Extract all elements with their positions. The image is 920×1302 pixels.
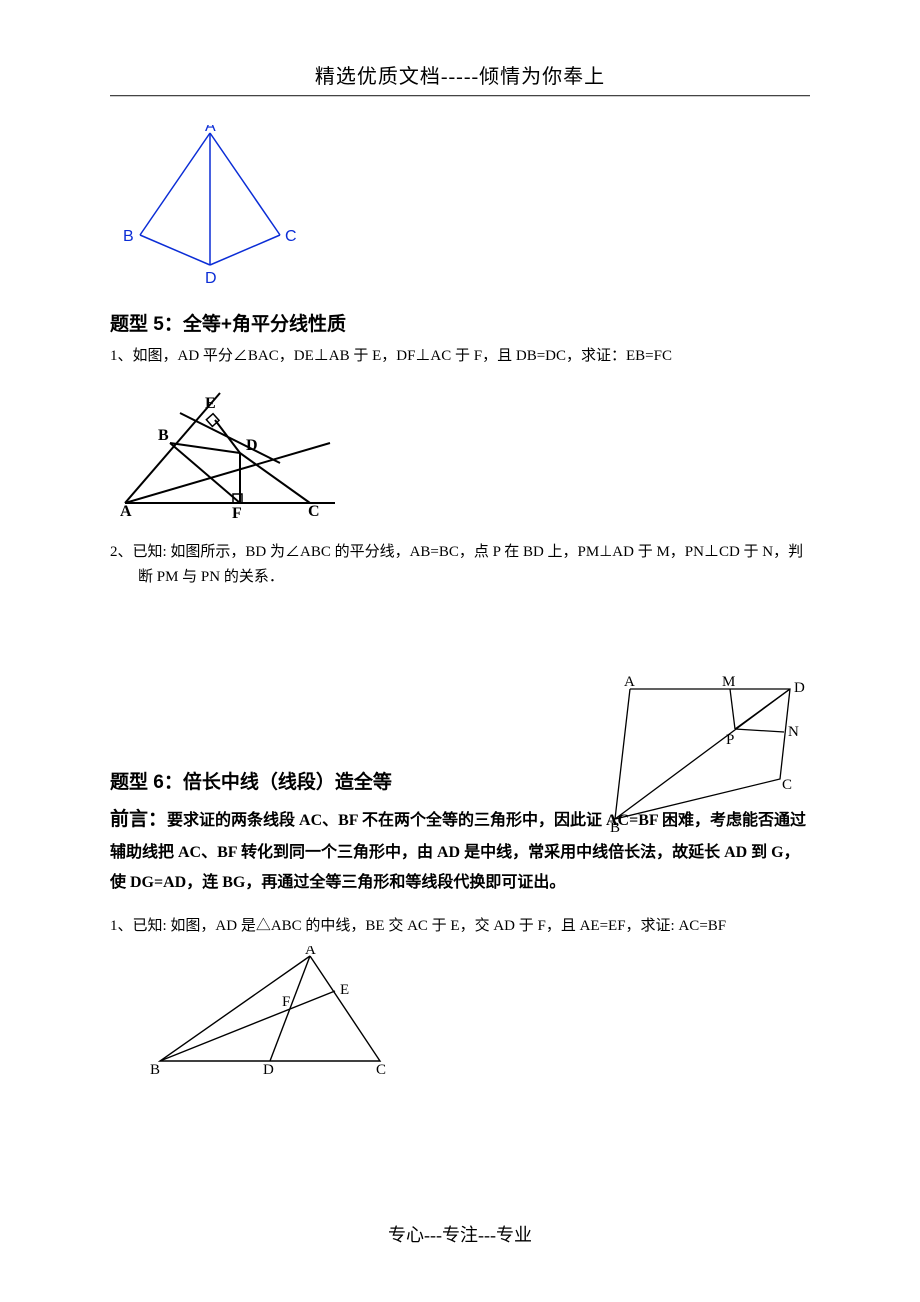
s5f1-A: A: [120, 503, 132, 518]
s5f1-D: D: [246, 437, 258, 454]
s5f1-B: B: [158, 427, 169, 444]
s5f2-B: B: [610, 820, 620, 834]
page-footer: 专心---专注---专业: [0, 1221, 920, 1247]
header-rule: [110, 95, 810, 97]
figure-s6-q1: A B C D E F: [150, 946, 810, 1081]
s6f1-F: F: [282, 994, 290, 1010]
s5f1-F: F: [232, 505, 242, 518]
s6f1-C: C: [376, 1062, 386, 1078]
s6f1-E: E: [340, 982, 349, 998]
s5f2-A: A: [624, 674, 635, 690]
s5f2-M: M: [722, 674, 735, 690]
preface-lead: 前言：: [110, 809, 167, 830]
section5-q1: 1、如图，AD 平分∠BAC，DE⊥AB 于 E，DF⊥AC 于 F，且 DB=…: [110, 344, 810, 370]
figure-triangle-abcd: A B C D: [120, 125, 810, 285]
s5f1-C: C: [308, 503, 320, 518]
section6-q1: 1、已知: 如图，AD 是△ABC 的中线，BE 交 AC 于 E，交 AD 于…: [110, 914, 810, 940]
section5-q2: 2、已知: 如图所示，BD 为∠ABC 的平分线，AB=BC，点 P 在 BD …: [110, 540, 810, 591]
s5f2-N: N: [788, 724, 799, 740]
figure-s5-q2: A D M P N C B: [610, 674, 810, 834]
s6f1-A: A: [305, 946, 316, 958]
s5f2-P: P: [726, 732, 734, 748]
fig1-label-c: C: [285, 228, 297, 245]
s5f2-D: D: [794, 680, 805, 696]
s5f1-E: E: [205, 395, 216, 412]
fig1-label-a: A: [205, 125, 216, 135]
s5f2-C: C: [782, 777, 792, 793]
fig1-label-b: B: [123, 228, 134, 245]
section5-title: 题型 5：全等+角平分线性质: [110, 309, 810, 336]
fig1-label-d: D: [205, 270, 217, 285]
s6f1-B: B: [150, 1062, 160, 1078]
page-header-title: 精选优质文档-----倾情为你奉上: [110, 60, 810, 89]
s6f1-D: D: [263, 1062, 274, 1078]
figure-s5-q1: A B C D E F: [120, 388, 810, 518]
